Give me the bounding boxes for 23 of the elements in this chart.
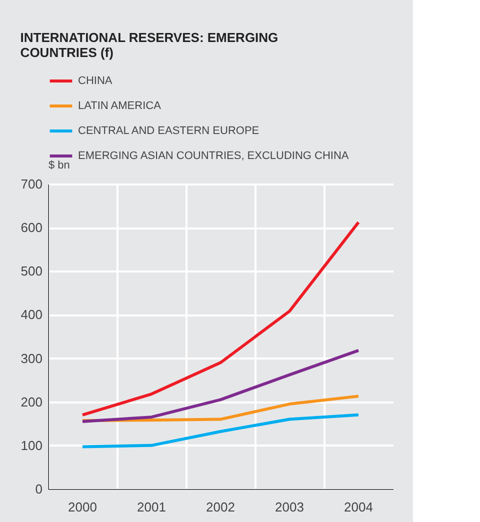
legend-label: CHINA [78, 75, 113, 87]
x-tick-label: 2001 [137, 500, 166, 514]
line-series [81, 220, 360, 416]
legend-label: EMERGING ASIAN COUNTRIES, EXCLUDING CHINA [78, 150, 350, 162]
y-axis-title: $ bn [48, 160, 70, 172]
y-tick-label: 700 [20, 176, 42, 192]
y-tick-label: 400 [20, 307, 42, 322]
line-series [81, 348, 360, 423]
y-tick-label: 100 [20, 438, 42, 453]
y-tick-label: 600 [20, 220, 42, 236]
x-tick-label: 2002 [206, 500, 235, 514]
legend-label: LATIN AMERICA [78, 100, 162, 112]
y-tick-label: 0 [35, 482, 42, 496]
line-series [81, 413, 360, 448]
y-tick-label: 500 [20, 264, 42, 279]
x-tick-label: 2000 [68, 500, 97, 514]
x-tick-label: 2003 [275, 500, 304, 514]
text: COUNTRIES (f) [20, 45, 114, 60]
y-tick-label: 200 [20, 394, 42, 410]
text: INTERNATIONAL RESERVES: EMERGING [20, 30, 278, 45]
x-tick-label: 2004 [344, 500, 373, 514]
legend-label: CENTRAL AND EASTERN EUROPE [78, 125, 260, 137]
y-tick-label: 300 [20, 350, 42, 366]
